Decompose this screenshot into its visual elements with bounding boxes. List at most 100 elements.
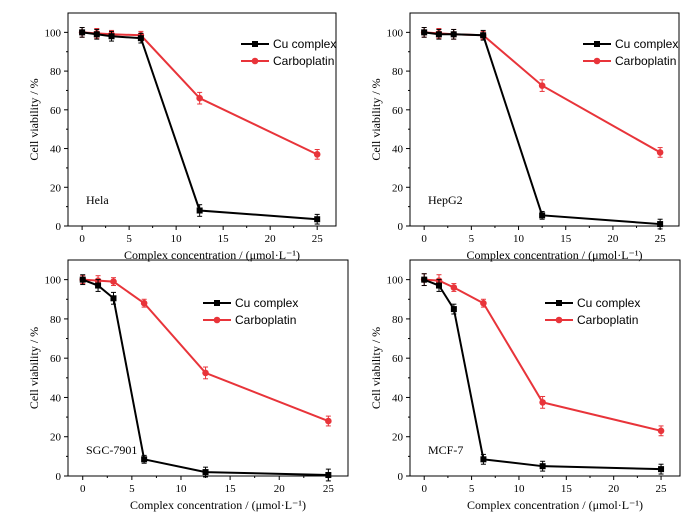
y-tick-label: 60: [50, 105, 62, 117]
data-point: [110, 278, 117, 285]
y-tick-label: 100: [45, 275, 62, 287]
x-tick-label: 0: [421, 233, 427, 245]
data-point: [539, 463, 546, 470]
data-point: [656, 149, 664, 156]
data-point: [480, 456, 487, 463]
data-point: [450, 284, 458, 291]
data-point: [95, 282, 102, 289]
y-tick-label: 20: [392, 432, 404, 444]
data-point: [421, 276, 428, 283]
series-cu-complex: [421, 273, 665, 475]
data-point: [325, 472, 332, 479]
legend-label: Carboplatin: [615, 54, 676, 68]
data-point: [657, 427, 665, 435]
x-tick-label: 10: [175, 483, 187, 495]
data-point: [141, 456, 148, 463]
x-axis-title: Complex concentration / (μmol·L⁻¹): [124, 248, 300, 262]
series-cu-complex: [421, 27, 664, 230]
x-tick-label: 5: [469, 483, 475, 495]
cell-line-label: MCF-7: [428, 443, 463, 457]
legend: Cu complex Carboplatin: [203, 296, 298, 327]
y-tick-label: 40: [50, 392, 62, 404]
data-point: [450, 31, 457, 38]
y-tick-label: 40: [392, 392, 404, 404]
y-tick-label: 20: [50, 182, 62, 194]
x-tick-label: 25: [655, 233, 667, 245]
x-tick-label: 15: [561, 483, 573, 495]
chart-panel-hepg2: 0 5 10 15 20 25 0 20 40 60 80 100 Complex concentrat…: [369, 12, 680, 262]
cell-line-label: Hela: [86, 193, 109, 207]
legend-label: Cu complex: [615, 37, 678, 51]
legend-marker: [251, 57, 259, 65]
y-tick-label: 100: [387, 275, 404, 287]
legend-label: Cu complex: [235, 296, 298, 310]
x-tick-label: 25: [312, 233, 324, 245]
y-tick-label: 60: [392, 353, 404, 365]
legend-label: Carboplatin: [235, 313, 296, 327]
data-point: [79, 29, 86, 36]
x-tick-label: 10: [513, 233, 525, 245]
y-tick-label: 80: [392, 314, 404, 326]
x-tick-label: 10: [171, 233, 183, 245]
x-tick-label: 20: [265, 233, 277, 245]
data-point: [202, 469, 209, 476]
data-point: [658, 466, 665, 473]
legend: Cu complex Carboplatin: [241, 37, 336, 68]
y-tick-label: 0: [398, 471, 404, 483]
data-point: [79, 276, 86, 283]
y-tick-label: 0: [56, 221, 62, 233]
data-point: [325, 417, 332, 425]
y-tick-label: 100: [45, 27, 62, 39]
x-tick-label: 5: [469, 233, 475, 245]
data-point: [202, 369, 209, 377]
x-tick-label: 20: [607, 233, 619, 245]
legend-label: Carboplatin: [273, 54, 334, 68]
legend-marker: [213, 316, 221, 324]
x-tick-label: 15: [560, 233, 572, 245]
x-tick-label: 0: [79, 233, 85, 245]
chart-panel-mcf7: 0 5 10 15 20 25 0 20 40 60 80 100 Complex concentrat…: [369, 259, 681, 512]
series-cu-complex: [79, 27, 321, 225]
x-tick-label: 10: [513, 483, 525, 495]
plot-frame: [67, 12, 337, 227]
legend-marker: [556, 300, 562, 306]
data-point: [480, 32, 487, 39]
x-tick-label: 20: [608, 483, 620, 495]
data-point: [313, 151, 321, 158]
y-tick-label: 20: [50, 432, 62, 444]
data-point: [137, 35, 144, 42]
y-axis-title: Cell viability / %: [27, 327, 41, 409]
y-tick-label: 60: [392, 105, 404, 117]
data-point: [421, 29, 428, 36]
data-point: [539, 212, 546, 219]
legend: Cu complex Carboplatin: [583, 37, 678, 68]
y-tick-label: 40: [392, 144, 404, 156]
data-point: [108, 33, 115, 40]
y-tick-label: 0: [398, 221, 404, 233]
x-axis-title: Complex concentration / (μmol·L⁻¹): [130, 498, 306, 512]
data-point: [314, 216, 321, 223]
y-tick-label: 100: [387, 27, 404, 39]
x-axis-title: Complex concentration / (μmol·L⁻¹): [467, 498, 643, 512]
legend: Cu complex Carboplatin: [545, 296, 640, 327]
plot-frame: [409, 12, 680, 227]
plot-frame: [409, 259, 681, 477]
y-axis-title: Cell viability / %: [369, 78, 383, 160]
y-tick-label: 20: [392, 182, 404, 194]
x-tick-label: 5: [126, 233, 132, 245]
legend-marker: [594, 41, 600, 47]
y-tick-label: 80: [50, 314, 62, 326]
series-cu-complex: [79, 274, 332, 482]
legend-label: Cu complex: [273, 37, 336, 51]
data-point: [539, 399, 546, 406]
x-tick-label: 20: [274, 483, 286, 495]
cell-line-label: HepG2: [428, 193, 463, 207]
data-point: [538, 82, 546, 89]
chart-panel-sgc7901: 0 5 10 15 20 25 0 20 40 60 80 100 Complex concentrat…: [27, 259, 349, 512]
y-tick-label: 60: [50, 353, 62, 365]
y-tick-label: 0: [56, 471, 62, 483]
data-point: [93, 31, 100, 38]
cell-line-label: SGC-7901: [86, 443, 137, 457]
y-tick-label: 40: [50, 144, 62, 156]
chart-panel-hela: 0 5 10 15 20 25 0 20 40 60 80 100 Complex concentrat…: [27, 12, 337, 262]
